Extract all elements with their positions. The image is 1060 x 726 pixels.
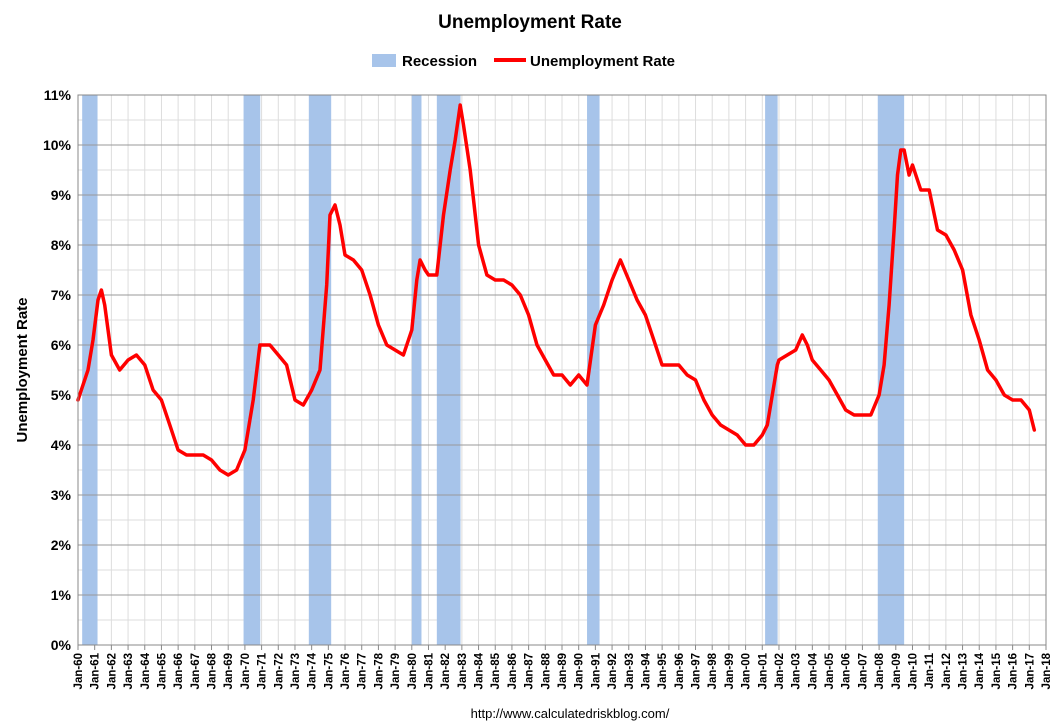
x-tick-label: Jan-63: [123, 653, 135, 689]
source-url: http://www.calculatedriskblog.com/: [471, 706, 670, 721]
x-tick-label: Jan-00: [741, 653, 753, 689]
x-tick-label: Jan-84: [474, 652, 486, 689]
recession-band: [765, 95, 778, 645]
y-tick-label: 2%: [51, 537, 72, 553]
chart-title: Unemployment Rate: [438, 12, 622, 33]
recession-band: [243, 95, 261, 645]
y-tick-label: 6%: [51, 337, 72, 353]
x-tick-label: Jan-79: [390, 653, 402, 689]
x-tick-label: Jan-90: [574, 653, 586, 689]
x-tick-label: Jan-78: [373, 652, 385, 689]
x-tick-label: Jan-14: [974, 652, 986, 689]
recession-band: [82, 95, 98, 645]
x-tick-label: Jan-02: [774, 653, 786, 689]
recession-bands: [82, 95, 905, 645]
x-tick-label: Jan-12: [941, 653, 953, 689]
x-tick-label: Jan-66: [173, 653, 185, 689]
recession-band: [411, 95, 422, 645]
y-tick-label: 4%: [51, 437, 72, 453]
x-tick-label: Jan-05: [824, 652, 836, 689]
x-tick-label: Jan-76: [340, 653, 352, 689]
x-tick-label: Jan-80: [407, 653, 419, 689]
legend-swatch-recession: [372, 54, 396, 67]
x-tick-label: Jan-70: [240, 653, 252, 689]
x-tick-label: Jan-68: [207, 652, 219, 689]
y-tick-label: 10%: [43, 137, 72, 153]
x-tick-label: Jan-72: [273, 653, 285, 689]
x-tick-label: Jan-10: [907, 653, 919, 689]
x-tick-label: Jan-86: [507, 653, 519, 689]
y-tick-label: 9%: [51, 187, 72, 203]
x-tick-label: Jan-74: [307, 652, 319, 689]
recession-band: [587, 95, 600, 645]
x-tick-label: Jan-65: [156, 652, 168, 689]
x-tick-label: Jan-17: [1024, 653, 1036, 689]
x-tick-label: Jan-08: [874, 652, 886, 689]
legend: Recession Unemployment Rate: [372, 53, 675, 70]
x-tick-label: Jan-85: [490, 652, 502, 689]
x-tick-label: Jan-97: [691, 653, 703, 689]
x-tick-label: Jan-16: [1008, 653, 1020, 689]
x-tick-label: Jan-96: [674, 653, 686, 689]
y-axis-ticks: 0% 1% 2% 3% 4% 5% 6% 7% 8% 9% 10% 11%: [43, 87, 72, 653]
x-tick-label: Jan-60: [73, 653, 85, 689]
x-tick-label: Jan-93: [624, 653, 636, 689]
legend-label-unemployment-rate: Unemployment Rate: [530, 53, 675, 70]
x-tick-label: Jan-61: [90, 652, 102, 689]
x-tick-label: Jan-89: [557, 653, 569, 689]
x-tick-label: Jan-88: [540, 652, 552, 689]
x-tick-label: Jan-81: [423, 652, 435, 689]
x-tick-label: Jan-09: [891, 653, 903, 689]
x-tick-label: Jan-73: [290, 653, 302, 689]
x-tick-label: Jan-71: [257, 652, 269, 689]
y-axis-label: Unemployment Rate: [14, 297, 31, 442]
x-tick-label: Jan-99: [724, 653, 736, 689]
y-tick-label: 3%: [51, 487, 72, 503]
y-tick-label: 5%: [51, 387, 72, 403]
x-tick-label: Jan-03: [791, 653, 803, 689]
y-tick-label: 7%: [51, 287, 72, 303]
x-tick-label: Jan-15: [991, 652, 1003, 689]
x-tick-label: Jan-91: [590, 652, 602, 689]
x-tick-label: Jan-77: [357, 653, 369, 689]
x-tick-label: Jan-67: [190, 653, 202, 689]
x-tick-label: Jan-92: [607, 653, 619, 689]
x-tick-label: Jan-75: [323, 652, 335, 689]
x-tick-label: Jan-98: [707, 652, 719, 689]
x-tick-label: Jan-04: [807, 652, 819, 689]
x-tick-label: Jan-01: [757, 652, 769, 689]
legend-label-recession: Recession: [402, 53, 477, 70]
x-tick-label: Jan-62: [106, 653, 118, 689]
x-tick-label: Jan-11: [924, 652, 936, 688]
x-tick-label: Jan-82: [440, 653, 452, 689]
x-tick-label: Jan-69: [223, 653, 235, 689]
x-tick-label: Jan-64: [140, 652, 152, 689]
y-tick-label: 11%: [44, 87, 72, 103]
x-tick-label: Jan-94: [640, 652, 652, 689]
x-tick-label: Jan-13: [958, 653, 970, 689]
plot-area: [76, 94, 1047, 646]
y-tick-label: 8%: [51, 237, 72, 253]
x-tick-label: Jan-07: [857, 653, 869, 689]
x-axis-ticks: Jan-60 Jan-61 Jan-62 Jan-63 Jan-64 Jan-65 Jan-…: [73, 645, 1053, 689]
x-tick-label: Jan-87: [524, 653, 536, 689]
y-tick-label: 1%: [51, 587, 72, 603]
unemployment-rate-line: [76, 103, 1037, 477]
x-tick-label: Jan-06: [841, 653, 853, 689]
y-tick-label: 0%: [51, 637, 72, 653]
x-tick-label: Jan-95: [657, 652, 669, 689]
x-tick-label: Jan-18: [1041, 652, 1053, 689]
x-tick-label: Jan-83: [457, 653, 469, 689]
